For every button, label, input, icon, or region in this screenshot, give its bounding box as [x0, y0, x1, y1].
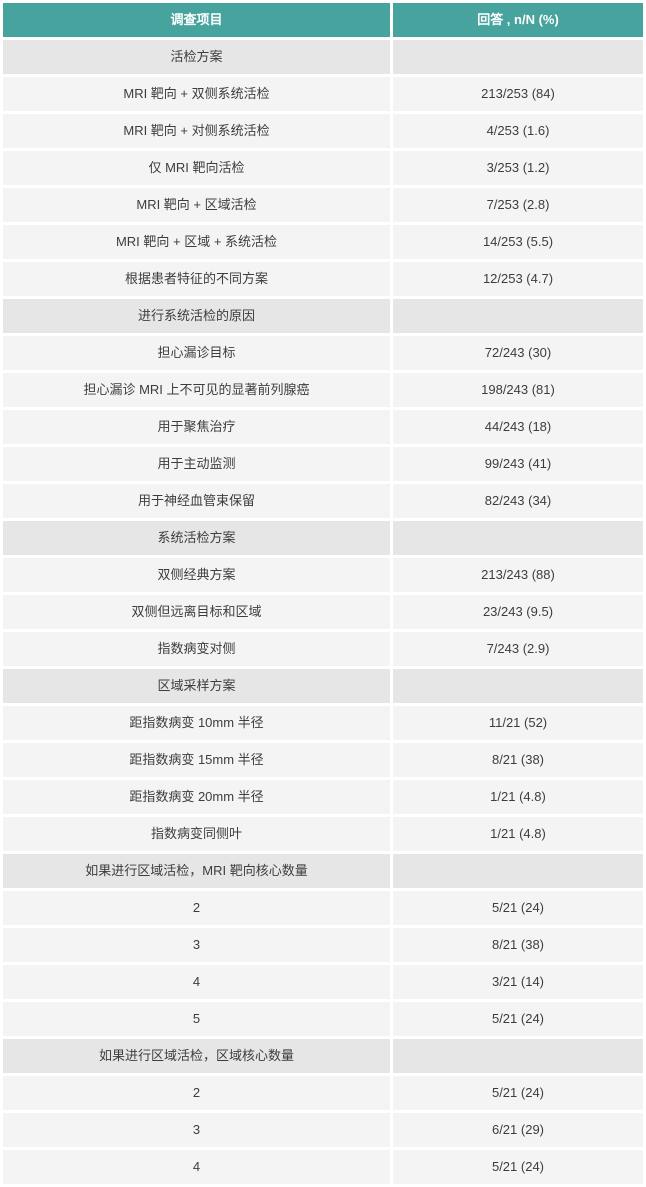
response-cell: 99/243 (41)	[393, 447, 643, 481]
survey-item-cell: 担心漏诊 MRI 上不可见的显著前列腺癌	[3, 373, 390, 407]
table-row: 用于主动监测 99/243 (41)	[3, 447, 643, 481]
survey-item-cell: MRI 靶向 + 对侧系统活检	[3, 114, 390, 148]
response-cell: 44/243 (18)	[393, 410, 643, 444]
survey-item-cell: 进行系统活检的原因	[3, 299, 390, 333]
table-row: MRI 靶向 + 区域 + 系统活检 14/253 (5.5)	[3, 225, 643, 259]
table-row: MRI 靶向 + 双侧系统活检 213/253 (84)	[3, 77, 643, 111]
response-cell	[393, 854, 643, 888]
response-cell	[393, 521, 643, 555]
table-row: 距指数病变 20mm 半径 1/21 (4.8)	[3, 780, 643, 814]
response-cell: 7/253 (2.8)	[393, 188, 643, 222]
response-cell: 5/21 (24)	[393, 1150, 643, 1184]
table-row: 进行系统活检的原因	[3, 299, 643, 333]
table-row: 距指数病变 10mm 半径 11/21 (52)	[3, 706, 643, 740]
survey-item-cell: 距指数病变 10mm 半径	[3, 706, 390, 740]
survey-item-cell: 指数病变同侧叶	[3, 817, 390, 851]
table-row: 2 5/21 (24)	[3, 891, 643, 925]
table-row: 4 3/21 (14)	[3, 965, 643, 999]
response-cell	[393, 40, 643, 74]
table-row: 系统活检方案	[3, 521, 643, 555]
response-cell: 8/21 (38)	[393, 743, 643, 777]
table-row: 担心漏诊目标 72/243 (30)	[3, 336, 643, 370]
survey-item-cell: 用于神经血管束保留	[3, 484, 390, 518]
response-cell: 5/21 (24)	[393, 1002, 643, 1036]
response-cell: 11/21 (52)	[393, 706, 643, 740]
response-cell: 5/21 (24)	[393, 1076, 643, 1110]
survey-item-cell: 3	[3, 928, 390, 962]
survey-item-cell: 4	[3, 965, 390, 999]
header-row: 调查项目 回答 , n/N (%)	[3, 3, 643, 37]
response-cell: 14/253 (5.5)	[393, 225, 643, 259]
survey-item-cell: MRI 靶向 + 双侧系统活检	[3, 77, 390, 111]
response-cell: 12/253 (4.7)	[393, 262, 643, 296]
table-row: 3 8/21 (38)	[3, 928, 643, 962]
survey-item-cell: 双侧但远离目标和区域	[3, 595, 390, 629]
survey-item-cell: 5	[3, 1002, 390, 1036]
table-row: 双侧但远离目标和区域 23/243 (9.5)	[3, 595, 643, 629]
response-cell	[393, 669, 643, 703]
response-cell: 4/253 (1.6)	[393, 114, 643, 148]
response-cell: 198/243 (81)	[393, 373, 643, 407]
table-row: 担心漏诊 MRI 上不可见的显著前列腺癌 198/243 (81)	[3, 373, 643, 407]
table-row: 3 6/21 (29)	[3, 1113, 643, 1147]
response-cell: 72/243 (30)	[393, 336, 643, 370]
survey-item-cell: 担心漏诊目标	[3, 336, 390, 370]
table-row: MRI 靶向 + 对侧系统活检 4/253 (1.6)	[3, 114, 643, 148]
survey-item-cell: 距指数病变 20mm 半径	[3, 780, 390, 814]
survey-item-cell: 如果进行区域活检，MRI 靶向核心数量	[3, 854, 390, 888]
response-cell	[393, 299, 643, 333]
survey-item-cell: 区域采样方案	[3, 669, 390, 703]
table-row: 用于神经血管束保留 82/243 (34)	[3, 484, 643, 518]
survey-item-cell: 距指数病变 15mm 半径	[3, 743, 390, 777]
table-row: 指数病变同侧叶 1/21 (4.8)	[3, 817, 643, 851]
survey-item-cell: 活检方案	[3, 40, 390, 74]
table-row: 根据患者特征的不同方案 12/253 (4.7)	[3, 262, 643, 296]
response-cell: 6/21 (29)	[393, 1113, 643, 1147]
table-row: 指数病变对侧 7/243 (2.9)	[3, 632, 643, 666]
table-row: 仅 MRI 靶向活检 3/253 (1.2)	[3, 151, 643, 185]
table-body: 活检方案 MRI 靶向 + 双侧系统活检 213/253 (84) MRI 靶向…	[3, 40, 643, 1184]
survey-item-cell: MRI 靶向 + 区域活检	[3, 188, 390, 222]
table-row: 距指数病变 15mm 半径 8/21 (38)	[3, 743, 643, 777]
table-row: 活检方案	[3, 40, 643, 74]
survey-item-cell: 系统活检方案	[3, 521, 390, 555]
column-header-response: 回答 , n/N (%)	[393, 3, 643, 37]
response-cell: 7/243 (2.9)	[393, 632, 643, 666]
table-row: 4 5/21 (24)	[3, 1150, 643, 1184]
survey-item-cell: 3	[3, 1113, 390, 1147]
response-cell: 82/243 (34)	[393, 484, 643, 518]
table-row: 区域采样方案	[3, 669, 643, 703]
response-cell: 23/243 (9.5)	[393, 595, 643, 629]
table-row: 用于聚焦治疗 44/243 (18)	[3, 410, 643, 444]
survey-item-cell: 4	[3, 1150, 390, 1184]
table-row: 如果进行区域活检，区域核心数量	[3, 1039, 643, 1073]
response-cell	[393, 1039, 643, 1073]
response-cell: 213/253 (84)	[393, 77, 643, 111]
column-header-survey-item: 调查项目	[3, 3, 390, 37]
response-cell: 5/21 (24)	[393, 891, 643, 925]
response-cell: 8/21 (38)	[393, 928, 643, 962]
table-row: 如果进行区域活检，MRI 靶向核心数量	[3, 854, 643, 888]
survey-item-cell: 用于聚焦治疗	[3, 410, 390, 444]
survey-item-cell: 双侧经典方案	[3, 558, 390, 592]
response-cell: 213/243 (88)	[393, 558, 643, 592]
table-row: 双侧经典方案 213/243 (88)	[3, 558, 643, 592]
survey-item-cell: 仅 MRI 靶向活检	[3, 151, 390, 185]
table-row: 5 5/21 (24)	[3, 1002, 643, 1036]
response-cell: 3/21 (14)	[393, 965, 643, 999]
survey-item-cell: 2	[3, 1076, 390, 1110]
response-cell: 1/21 (4.8)	[393, 780, 643, 814]
survey-item-cell: 用于主动监测	[3, 447, 390, 481]
table-row: MRI 靶向 + 区域活检 7/253 (2.8)	[3, 188, 643, 222]
survey-item-cell: 指数病变对侧	[3, 632, 390, 666]
survey-item-cell: 2	[3, 891, 390, 925]
survey-item-cell: 根据患者特征的不同方案	[3, 262, 390, 296]
response-cell: 1/21 (4.8)	[393, 817, 643, 851]
survey-item-cell: 如果进行区域活检，区域核心数量	[3, 1039, 390, 1073]
table-row: 2 5/21 (24)	[3, 1076, 643, 1110]
survey-item-cell: MRI 靶向 + 区域 + 系统活检	[3, 225, 390, 259]
response-cell: 3/253 (1.2)	[393, 151, 643, 185]
